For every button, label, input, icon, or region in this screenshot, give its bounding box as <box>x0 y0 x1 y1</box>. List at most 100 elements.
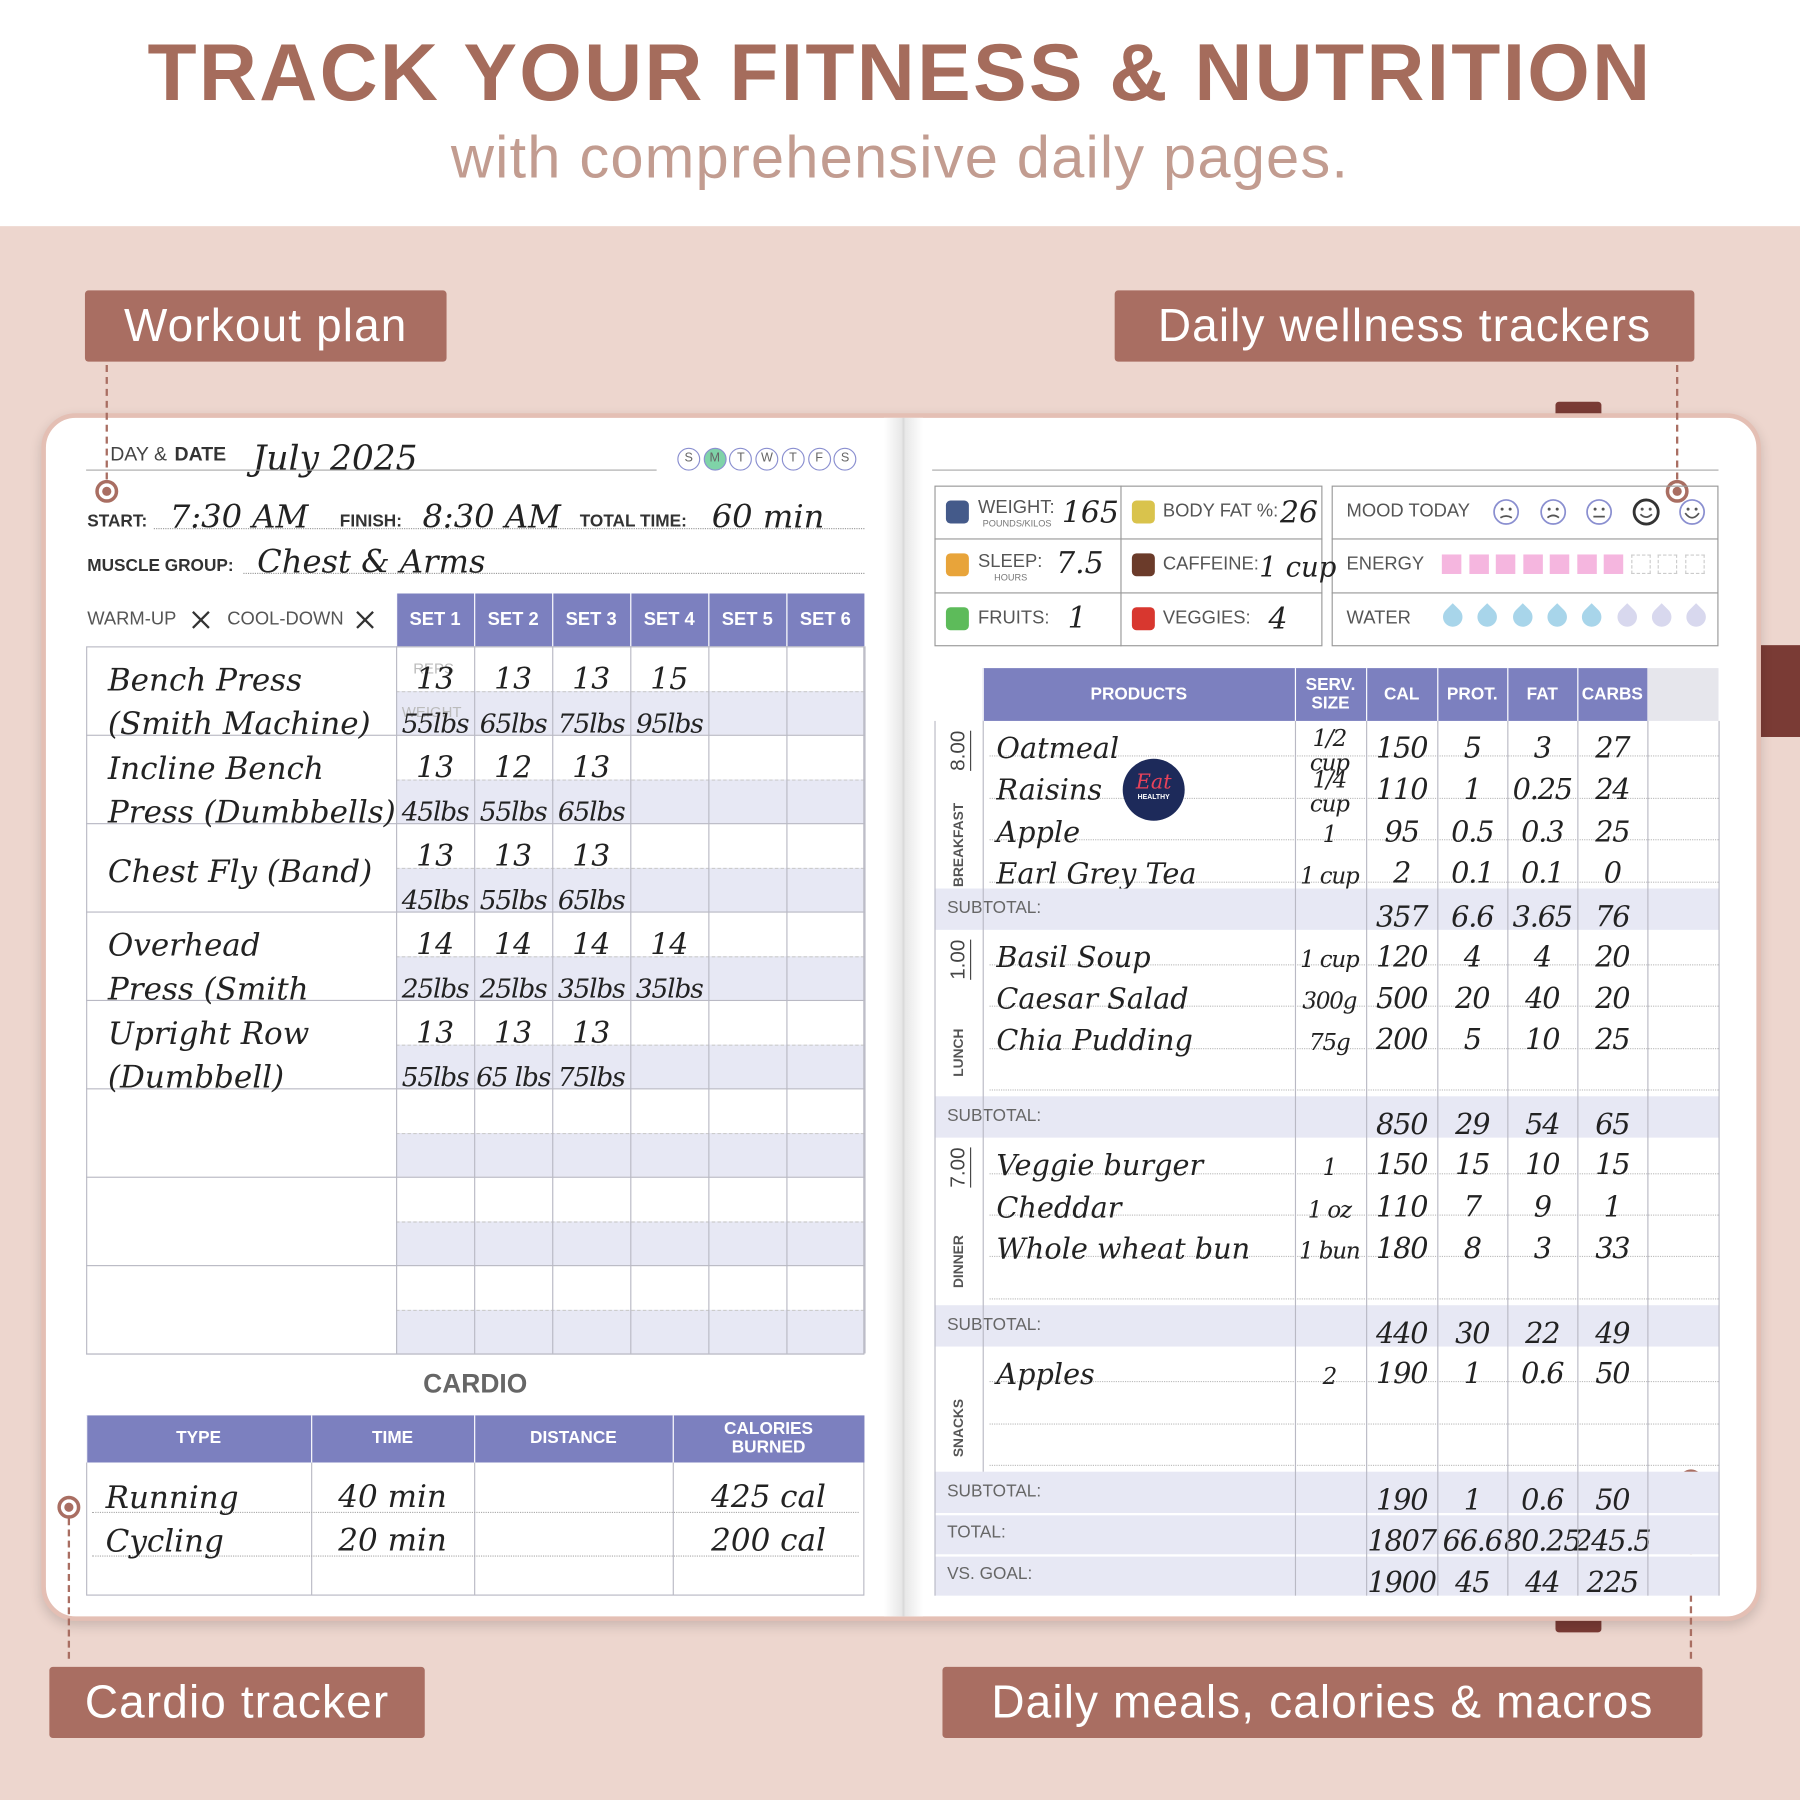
nutrient: 500 <box>1375 981 1428 1015</box>
set-label: SET 4 <box>643 610 695 630</box>
set-label: SET 1 <box>409 610 461 630</box>
cardio-calories: 200 cal <box>711 1523 826 1559</box>
weekday: T <box>729 447 753 471</box>
nutrient: 180 <box>1375 1231 1428 1265</box>
col-border <box>474 1462 476 1595</box>
cardio-column: TYPE <box>176 1428 222 1448</box>
cardio-time: 20 min <box>338 1523 447 1559</box>
nutrient: 0.1 <box>1451 856 1494 890</box>
col-border <box>1437 720 1439 1596</box>
col-border <box>1120 485 1122 647</box>
water-label: WATER <box>1346 608 1411 628</box>
weight: 55lbs <box>401 709 470 740</box>
product: Earl Grey Tea <box>996 857 1197 891</box>
subtotal-value: 30 <box>1455 1316 1490 1350</box>
weekday: S <box>833 447 857 471</box>
col-border <box>708 646 710 1354</box>
fruits-label: FRUITS: <box>978 608 1050 628</box>
nutrient: 20 <box>1455 981 1490 1015</box>
nutrition-header <box>1507 668 1578 721</box>
start-label: START: <box>87 511 148 531</box>
weight: 35lbs <box>557 974 626 1005</box>
nutrition-column: FAT <box>1526 684 1558 704</box>
nutrient: 4 <box>1463 939 1482 973</box>
veggies-label: VEGGIES: <box>1162 608 1251 628</box>
total-band <box>934 1513 1719 1555</box>
strap-side <box>1756 645 1800 737</box>
col-border <box>1718 720 1720 1596</box>
set-label: SET 2 <box>487 610 539 630</box>
nutrient: 25 <box>1595 814 1630 848</box>
subtotal-value: 0.6 <box>1521 1483 1564 1517</box>
subtotal-value: 190 <box>1375 1483 1428 1517</box>
energy-box <box>1576 554 1597 574</box>
row-border <box>934 538 1323 540</box>
nutrient: 7 <box>1463 1189 1482 1224</box>
col-border <box>786 646 788 1354</box>
col-border <box>982 720 984 1472</box>
nutrient: 15 <box>1595 1148 1630 1182</box>
caffeine-value: 1 cup <box>1259 551 1337 584</box>
nutrient: 1 <box>1603 1189 1622 1224</box>
col-border <box>1577 720 1579 1596</box>
subtotal-value: 6.6 <box>1451 899 1494 933</box>
subtotal-value: 357 <box>1375 899 1428 933</box>
nutrient: 10 <box>1525 1023 1560 1057</box>
nutrient: 190 <box>1375 1356 1428 1390</box>
subtotal-label: SUBTOTAL: <box>947 1314 1042 1335</box>
subtotal-label: SUBTOTAL: <box>947 897 1042 918</box>
veggies-value: 4 <box>1268 602 1288 638</box>
weekday: S <box>677 447 701 471</box>
muscle-value: Chest & Arms <box>257 542 486 581</box>
cardio-column: CALORIES BURNED <box>724 1419 814 1457</box>
nutrient: 1 <box>1463 772 1482 807</box>
total-value: 45 <box>1455 1565 1490 1599</box>
nutrition-header <box>1366 668 1438 721</box>
weight: 35lbs <box>635 974 704 1005</box>
warmup-label: WARM-UP <box>87 609 177 630</box>
cardio-header <box>474 1415 673 1463</box>
start-value: 7:30 AM <box>169 497 309 536</box>
row-line <box>989 797 1719 799</box>
subtotal-value: 50 <box>1595 1483 1630 1517</box>
muscle-label: MUSCLE GROUP: <box>87 556 234 576</box>
nutrient: 0.5 <box>1451 814 1494 848</box>
nutrient: 15 <box>1455 1148 1490 1182</box>
nutrient: 110 <box>1375 1189 1428 1224</box>
nutrition-header <box>982 668 1295 721</box>
reps: 12 <box>494 751 533 786</box>
subtotal-value: 65 <box>1595 1107 1630 1142</box>
finish-label: FINISH: <box>339 511 402 531</box>
nutrient: 110 <box>1375 772 1428 807</box>
weight-label: WEIGHT <box>401 703 462 721</box>
col-border <box>1366 720 1368 1596</box>
nutrient: 20 <box>1595 981 1630 1015</box>
serving: 1/2 cup <box>1309 724 1350 777</box>
reps: 14 <box>416 927 455 963</box>
weight: 65lbs <box>557 886 626 916</box>
cardio-header <box>672 1415 865 1463</box>
subtotal-value: 850 <box>1375 1107 1428 1142</box>
serving: 1 cup <box>1300 944 1360 973</box>
subtotal-band <box>934 1096 1719 1138</box>
reps-label: REPS <box>413 659 454 677</box>
meal-name: BREAKFAST <box>950 802 967 887</box>
subtotal-band <box>934 1304 1719 1347</box>
row-line <box>989 881 1719 883</box>
nutrient: 150 <box>1375 731 1428 765</box>
nutrition-column: PRODUCTS <box>1090 684 1188 704</box>
subtotal-band <box>934 888 1719 930</box>
pointer-line <box>67 1507 71 1659</box>
row-line <box>989 1298 1719 1300</box>
set-header <box>552 593 631 647</box>
pointer-line <box>105 365 108 492</box>
nutrient: 20 <box>1595 939 1630 973</box>
callout: Cardio tracker <box>49 1666 425 1739</box>
spine <box>883 417 923 1617</box>
col-border <box>311 1462 313 1595</box>
row-border <box>1331 592 1719 594</box>
row-line <box>989 755 1719 757</box>
exercise-name: Overhead <box>107 928 261 964</box>
nutrient: 3 <box>1533 731 1552 765</box>
